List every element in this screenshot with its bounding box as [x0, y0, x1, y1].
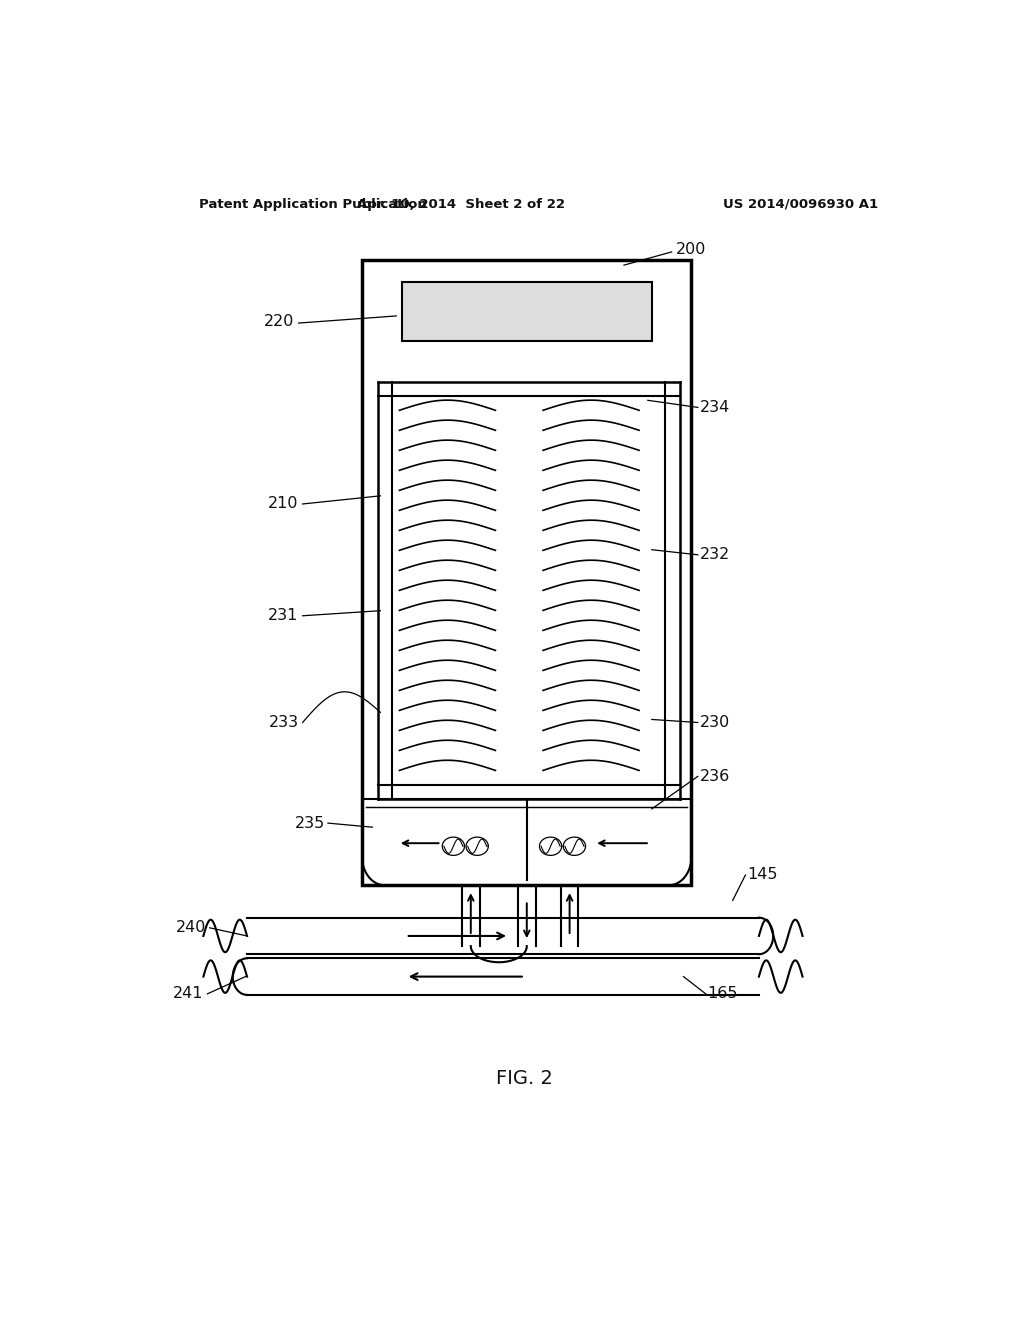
Text: 145: 145	[748, 867, 777, 883]
Text: Apr. 10, 2014  Sheet 2 of 22: Apr. 10, 2014 Sheet 2 of 22	[357, 198, 565, 211]
Text: 230: 230	[699, 715, 730, 730]
Text: 236: 236	[699, 768, 730, 784]
Text: 165: 165	[708, 986, 738, 1002]
Bar	[401, 282, 651, 342]
Text: 235: 235	[295, 816, 325, 830]
Text: 220: 220	[264, 314, 295, 329]
Text: 231: 231	[268, 609, 299, 623]
Text: 241: 241	[173, 986, 204, 1002]
Text: 200: 200	[676, 243, 706, 257]
Text: US 2014/0096930 A1: US 2014/0096930 A1	[723, 198, 879, 211]
Text: 232: 232	[699, 548, 730, 562]
Text: 234: 234	[699, 400, 730, 414]
Text: FIG. 2: FIG. 2	[497, 1069, 553, 1088]
Text: 233: 233	[268, 715, 299, 730]
Text: 210: 210	[268, 496, 299, 511]
Text: 240: 240	[175, 920, 206, 936]
Text: Patent Application Publication: Patent Application Publication	[200, 198, 427, 211]
Bar	[362, 260, 691, 886]
